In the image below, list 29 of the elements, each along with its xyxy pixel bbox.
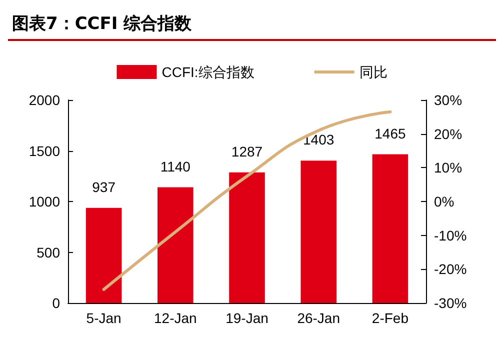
x-tick-label: 12-Jan [154, 310, 197, 326]
chart-title: 图表7：CCFI 综合指数 [8, 8, 496, 41]
legend-label: 同比 [359, 64, 388, 80]
x-tick-label: 26-Jan [297, 310, 340, 326]
y-tick-label: 1500 [28, 142, 60, 159]
y-tick-label: 500 [36, 244, 60, 260]
bar [229, 172, 265, 303]
y2-tick-label: -30% [434, 295, 467, 311]
x-tick-label: 5-Jan [86, 310, 122, 326]
bar [86, 208, 122, 303]
y2-tick-label: 20% [434, 126, 462, 142]
data-label: 1140 [160, 158, 191, 174]
data-label: 1287 [231, 143, 263, 160]
y2-tick-label: -10% [434, 227, 467, 244]
y-tick-label: 1000 [28, 194, 60, 210]
legend-label: CCFI:综合指数 [162, 64, 254, 80]
x-tick-label: 2-Feb [372, 310, 409, 326]
bar [158, 187, 194, 303]
data-label: 937 [92, 178, 116, 195]
y-tick-label: 2000 [28, 92, 60, 108]
y2-tick-label: 30% [434, 92, 462, 108]
bar [300, 160, 336, 303]
y2-tick-label: 10% [434, 160, 462, 176]
y-tick-label: 0 [52, 295, 60, 311]
data-label: 1465 [374, 125, 406, 142]
y2-tick-label: 0% [434, 194, 454, 210]
bar [372, 154, 408, 303]
x-tick-label: 19-Jan [226, 310, 268, 326]
y2-tick-label: -20% [434, 261, 467, 278]
